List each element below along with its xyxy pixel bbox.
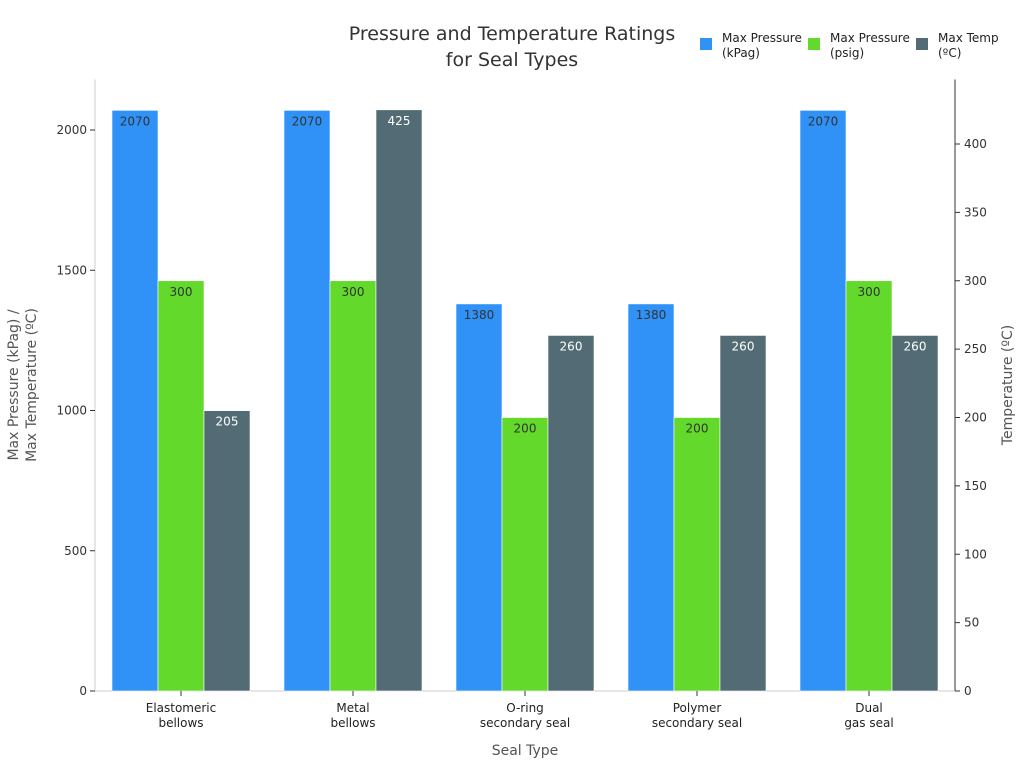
right-tick-label: 250 [964,342,987,356]
legend-swatch [700,38,712,50]
legend-swatch [808,38,820,50]
x-tick-label: Polymer secondary seal [652,701,742,730]
bar-value-label: 300 [342,285,365,299]
right-tick-label: 100 [964,547,987,561]
bar [157,280,205,692]
bar-value-label: 200 [514,422,537,436]
x-tick-label: Dual gas seal [844,701,893,730]
legend-label: Max Pressure (kPag) [722,31,802,60]
bar [673,417,721,692]
left-tick-label: 0 [79,684,87,698]
right-tick-label: 50 [964,616,979,630]
left-tick-label: 2000 [56,123,87,137]
y-axis-label: Max Pressure (kPag) / Max Temperature (ºC… [6,308,40,462]
bar-value-label: 260 [560,339,583,353]
bar [891,335,939,692]
bar [627,303,675,692]
bar [111,110,159,692]
legend-label: Max Temp (ºC) [938,31,999,60]
bar [845,280,893,692]
bar-value-label: 2070 [808,114,839,128]
bar [283,110,331,692]
bar [501,417,549,692]
bar [455,303,503,692]
bar [329,280,377,692]
bar [719,335,767,692]
bar-value-label: 2070 [120,114,151,128]
bar [547,335,595,692]
bar-value-label: 300 [170,285,193,299]
bar-value-label: 200 [686,422,709,436]
legend-swatch [916,38,928,50]
bar-value-label: 300 [858,285,881,299]
bar [375,109,423,692]
bar-value-label: 260 [904,339,927,353]
right-tick-label: 350 [964,205,987,219]
x-tick-label: O-ring secondary seal [480,701,570,730]
right-tick-label: 400 [964,137,987,151]
right-tick-label: 150 [964,479,987,493]
bar-value-label: 1380 [636,308,667,322]
bar [799,110,847,692]
left-tick-label: 500 [64,544,87,558]
bar-value-label: 2070 [292,114,323,128]
left-tick-label: 1500 [56,263,87,277]
bar [203,410,251,692]
left-tick-label: 1000 [56,404,87,418]
right-tick-label: 0 [964,684,972,698]
bar-value-label: 205 [216,415,239,429]
bar-value-label: 425 [388,114,411,128]
x-tick-label: Metal bellows [330,701,375,730]
chart-title: Pressure and Temperature Ratings for Seal… [349,23,676,71]
right-tick-label: 300 [964,274,987,288]
right-tick-label: 200 [964,411,987,425]
bar-value-label: 1380 [464,308,495,322]
bar-value-label: 260 [732,339,755,353]
y-axis-label-right: Temperature (ºC) [1000,325,1016,446]
x-axis-label: Seal Type [492,743,559,759]
legend-label: Max Pressure (psig) [830,31,910,60]
x-tick-label: Elastomeric bellows [146,701,217,730]
